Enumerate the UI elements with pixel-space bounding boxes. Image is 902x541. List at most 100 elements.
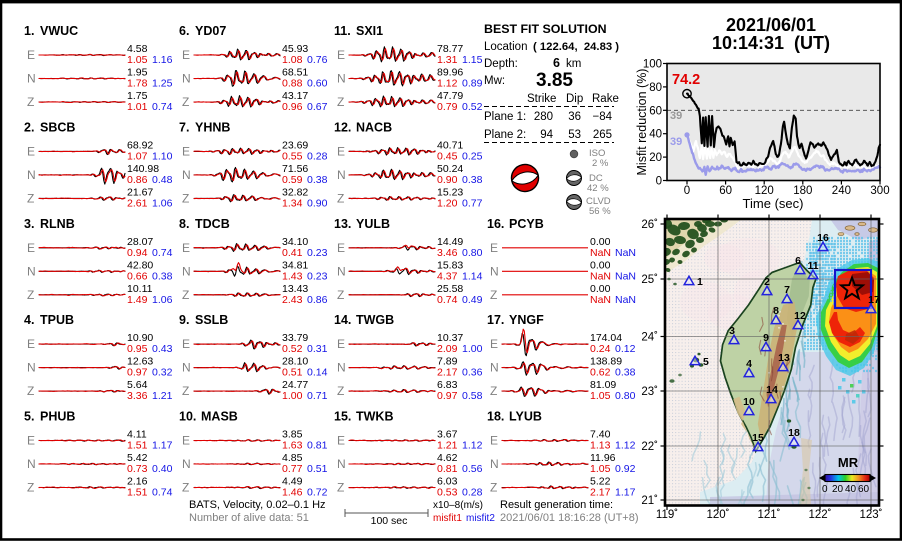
- svg-text:Mw:: Mw:: [484, 75, 505, 87]
- svg-text:0.62: 0.62: [590, 367, 611, 379]
- svg-text:0.38: 0.38: [462, 174, 483, 186]
- svg-text:1.00: 1.00: [462, 343, 483, 355]
- svg-text:0.74: 0.74: [152, 487, 173, 499]
- svg-text:BEST FIT SOLUTION: BEST FIT SOLUTION: [484, 22, 607, 36]
- svg-text:34.81: 34.81: [282, 259, 308, 271]
- svg-text:121˚: 121˚: [757, 509, 780, 521]
- svg-text:0.86: 0.86: [307, 294, 328, 306]
- svg-text:E: E: [27, 241, 35, 255]
- svg-text:Misfit reduction (%): Misfit reduction (%): [635, 69, 649, 176]
- svg-text:100: 100: [643, 59, 662, 71]
- svg-text:1.05: 1.05: [590, 463, 611, 475]
- svg-text:0.52: 0.52: [462, 101, 483, 113]
- svg-text:0.77: 0.77: [462, 197, 483, 209]
- svg-text:2: 2: [764, 276, 770, 288]
- svg-text:0.72: 0.72: [307, 487, 328, 499]
- svg-text:2.43: 2.43: [282, 294, 303, 306]
- svg-text:N: N: [27, 72, 36, 86]
- svg-text:0.80: 0.80: [462, 247, 483, 259]
- svg-text:4.62: 4.62: [437, 452, 458, 464]
- svg-text:15.23: 15.23: [437, 186, 463, 198]
- svg-text:40: 40: [649, 129, 662, 141]
- svg-text:34.10: 34.10: [282, 236, 308, 248]
- svg-text:2.16: 2.16: [127, 476, 148, 488]
- svg-text:0.38: 0.38: [307, 174, 328, 186]
- svg-text:68.51: 68.51: [282, 67, 308, 79]
- svg-text:7: 7: [784, 284, 790, 296]
- svg-text:0.90: 0.90: [437, 174, 458, 186]
- svg-text:17: 17: [868, 294, 880, 306]
- svg-text:E: E: [490, 241, 498, 255]
- svg-text:0.89: 0.89: [462, 78, 483, 90]
- svg-text:0.14: 0.14: [307, 367, 328, 379]
- svg-text:14: 14: [766, 384, 778, 396]
- svg-text:20: 20: [832, 484, 844, 495]
- svg-text:265: 265: [593, 129, 612, 141]
- svg-text:3.46: 3.46: [437, 247, 458, 259]
- svg-text:VWUC: VWUC: [40, 24, 78, 38]
- svg-text:174.04: 174.04: [590, 332, 622, 344]
- svg-text:0.49: 0.49: [462, 294, 483, 306]
- svg-text:6.: 6.: [179, 24, 189, 38]
- svg-text:N: N: [182, 264, 191, 278]
- svg-text:0.41: 0.41: [282, 247, 303, 259]
- svg-text:0.67: 0.67: [307, 101, 328, 113]
- svg-text:1.20: 1.20: [437, 197, 458, 209]
- svg-text:23˚: 23˚: [641, 386, 658, 398]
- svg-text:12: 12: [794, 310, 806, 322]
- svg-text:0: 0: [656, 176, 662, 188]
- svg-text:0.58: 0.58: [462, 390, 483, 402]
- svg-text:25.58: 25.58: [437, 283, 463, 295]
- svg-text:6: 6: [553, 56, 560, 70]
- svg-text:3.36: 3.36: [127, 390, 148, 402]
- svg-text:12.: 12.: [334, 120, 351, 134]
- svg-text:45.93: 45.93: [282, 43, 308, 55]
- svg-text:16.: 16.: [487, 217, 504, 231]
- svg-text:60: 60: [858, 484, 870, 495]
- svg-text:42 %: 42 %: [587, 183, 609, 194]
- svg-text:1.10: 1.10: [152, 150, 173, 162]
- svg-text:0.00: 0.00: [590, 259, 611, 271]
- svg-text:11.: 11.: [334, 24, 351, 38]
- svg-text:1.75: 1.75: [127, 90, 148, 102]
- svg-text:0.31: 0.31: [307, 343, 328, 355]
- svg-text:4.: 4.: [24, 313, 34, 327]
- svg-text:E: E: [27, 337, 35, 351]
- svg-text:11.96: 11.96: [590, 452, 616, 464]
- svg-text:47.79: 47.79: [437, 90, 463, 102]
- svg-text:1.51: 1.51: [127, 487, 148, 499]
- svg-text:1.06: 1.06: [152, 197, 173, 209]
- svg-text:6.03: 6.03: [437, 476, 458, 488]
- svg-text:0.66: 0.66: [127, 270, 148, 282]
- svg-text:14.49: 14.49: [437, 236, 463, 248]
- svg-text:4.49: 4.49: [282, 476, 303, 488]
- svg-text:ISO: ISO: [589, 148, 605, 159]
- svg-text:1.78: 1.78: [127, 78, 148, 90]
- svg-text:0.90: 0.90: [307, 197, 328, 209]
- svg-text:7.89: 7.89: [437, 356, 458, 368]
- svg-text:N: N: [337, 457, 346, 471]
- svg-text:LYUB: LYUB: [509, 410, 542, 424]
- svg-text:BATS, Velocity, 0.02–0.1 Hz: BATS, Velocity, 0.02–0.1 Hz: [189, 499, 326, 511]
- svg-text:N: N: [337, 361, 346, 375]
- svg-text:10.11: 10.11: [127, 283, 153, 295]
- svg-text:0.52: 0.52: [282, 343, 303, 355]
- svg-text:0.38: 0.38: [152, 270, 173, 282]
- svg-text:0.74: 0.74: [152, 247, 173, 259]
- svg-text:Z: Z: [337, 288, 344, 302]
- svg-text:53: 53: [568, 129, 581, 141]
- svg-text:Z: Z: [182, 191, 189, 205]
- svg-text:0.97: 0.97: [127, 367, 148, 379]
- svg-text:0.97: 0.97: [437, 390, 458, 402]
- svg-text:10: 10: [743, 396, 755, 408]
- svg-text:0.81: 0.81: [307, 440, 328, 452]
- svg-text:300: 300: [870, 185, 889, 197]
- svg-text:0.32: 0.32: [152, 367, 173, 379]
- svg-text:0.71: 0.71: [307, 390, 328, 402]
- svg-text:N: N: [27, 361, 36, 375]
- svg-text:1.21: 1.21: [152, 390, 173, 402]
- svg-text:28.10: 28.10: [282, 356, 308, 368]
- svg-text:YD07: YD07: [195, 24, 226, 38]
- svg-text:0.76: 0.76: [307, 54, 328, 66]
- svg-text:24˚: 24˚: [641, 332, 658, 344]
